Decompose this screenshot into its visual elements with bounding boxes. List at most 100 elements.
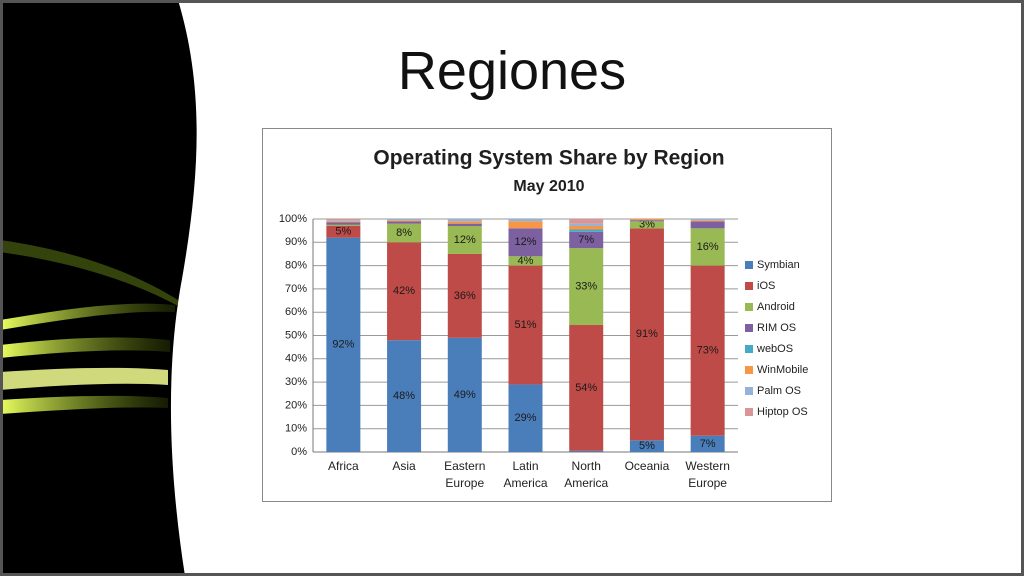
legend-label: webOS [756,343,793,355]
bar-segment [326,222,361,225]
legend-swatch [745,303,753,311]
y-tick-label: 20% [285,399,307,411]
bar-segment [569,229,604,232]
y-tick-label: 60% [285,306,307,318]
x-tick-label: North America [564,459,609,490]
data-label: 73% [697,345,719,357]
bar-segment [326,220,361,222]
bar-segment [629,228,664,441]
y-tick-label: 10% [285,423,307,435]
bar-segment [569,248,604,326]
x-tick-label: Africa [328,459,359,473]
bar-segment [690,219,725,221]
y-tick-label: 50% [285,329,307,341]
bar-segment [508,219,543,222]
legend-label: WinMobile [757,364,808,376]
y-tick-label: 40% [285,353,307,365]
bar-segment [690,228,725,266]
data-label: 3% [639,219,655,231]
legend-swatch [745,366,753,374]
legend-swatch [745,261,753,269]
x-tick-label: Western Europe [685,459,730,490]
legend-swatch [745,408,753,416]
bar-segment [387,220,422,222]
slide-title: Regiones [397,41,627,101]
bar-segment [447,337,482,452]
bar-segment [326,221,361,223]
y-tick-label: 30% [285,376,307,388]
x-tick-label: Eastern Europe [444,459,486,490]
bar-segment [569,219,604,224]
bar-segment [508,228,543,257]
legend-label: Hiptop OS [757,406,808,418]
bar-segment [690,435,725,452]
bar-segment [629,440,664,452]
legend-label: iOS [757,280,775,292]
bar-segment [326,219,361,221]
x-tick-label: Asia [392,459,416,473]
bar-segment [690,221,725,229]
bar-segment [569,223,604,226]
data-label: 16% [697,241,719,253]
bar-segment [326,224,361,226]
data-label: 51% [514,319,536,331]
legend-swatch [745,345,753,353]
bar-segment [326,225,361,238]
bar-segment [387,242,422,341]
data-label: 36% [454,290,476,302]
y-tick-label: 80% [285,260,307,272]
bar-segment [447,225,482,254]
bar-segment [629,221,664,229]
data-label: 54% [575,382,597,394]
bar-segment [569,450,604,452]
data-label: 49% [454,389,476,401]
data-label: 5% [335,226,351,238]
legend-label: RIM OS [757,322,796,334]
data-label: 33% [575,280,597,292]
bar-segment [447,219,482,222]
bar-segment [569,231,604,249]
data-label: 91% [636,328,658,340]
legend-label: Android [757,301,795,313]
bar-segment [569,325,604,451]
chart-subtitle: May 2010 [513,178,584,195]
data-label: 29% [514,412,536,424]
y-tick-label: 100% [279,213,307,225]
bar-segment [447,253,482,338]
bar-segment [326,237,361,452]
data-label: 42% [393,285,415,297]
data-label: 5% [639,440,655,452]
bar-segment [508,221,543,229]
bar-segment [690,265,725,436]
bar-segment [690,220,725,222]
legend-swatch [745,324,753,332]
data-label: 48% [393,390,415,402]
chart: Operating System Share by Region May 201… [262,128,832,502]
y-tick-label: 0% [291,446,307,458]
x-tick-label: Latin America [503,459,548,490]
bar-segment [447,221,482,224]
data-label: 4% [518,255,534,267]
bar-segment [508,256,543,266]
y-tick-label: 70% [285,283,307,295]
bar-segment [447,223,482,226]
chart-title: Operating System Share by Region [373,147,724,170]
data-label: 7% [578,234,594,246]
legend-label: Symbian [757,259,800,271]
legend-label: Palm OS [757,385,801,397]
data-label: 12% [454,234,476,246]
bar-segment [508,384,543,452]
bar-segment [387,219,422,221]
data-label: 8% [396,227,412,239]
data-label: 7% [700,438,716,450]
bar-segment [387,223,422,243]
bar-segment [569,225,604,230]
legend-swatch [745,282,753,290]
bar-segment [387,221,422,224]
data-label: 12% [514,236,536,248]
bar-segment [629,220,664,222]
chart-svg: Operating System Share by Region May 201… [279,147,809,458]
bar-segment [508,265,543,385]
